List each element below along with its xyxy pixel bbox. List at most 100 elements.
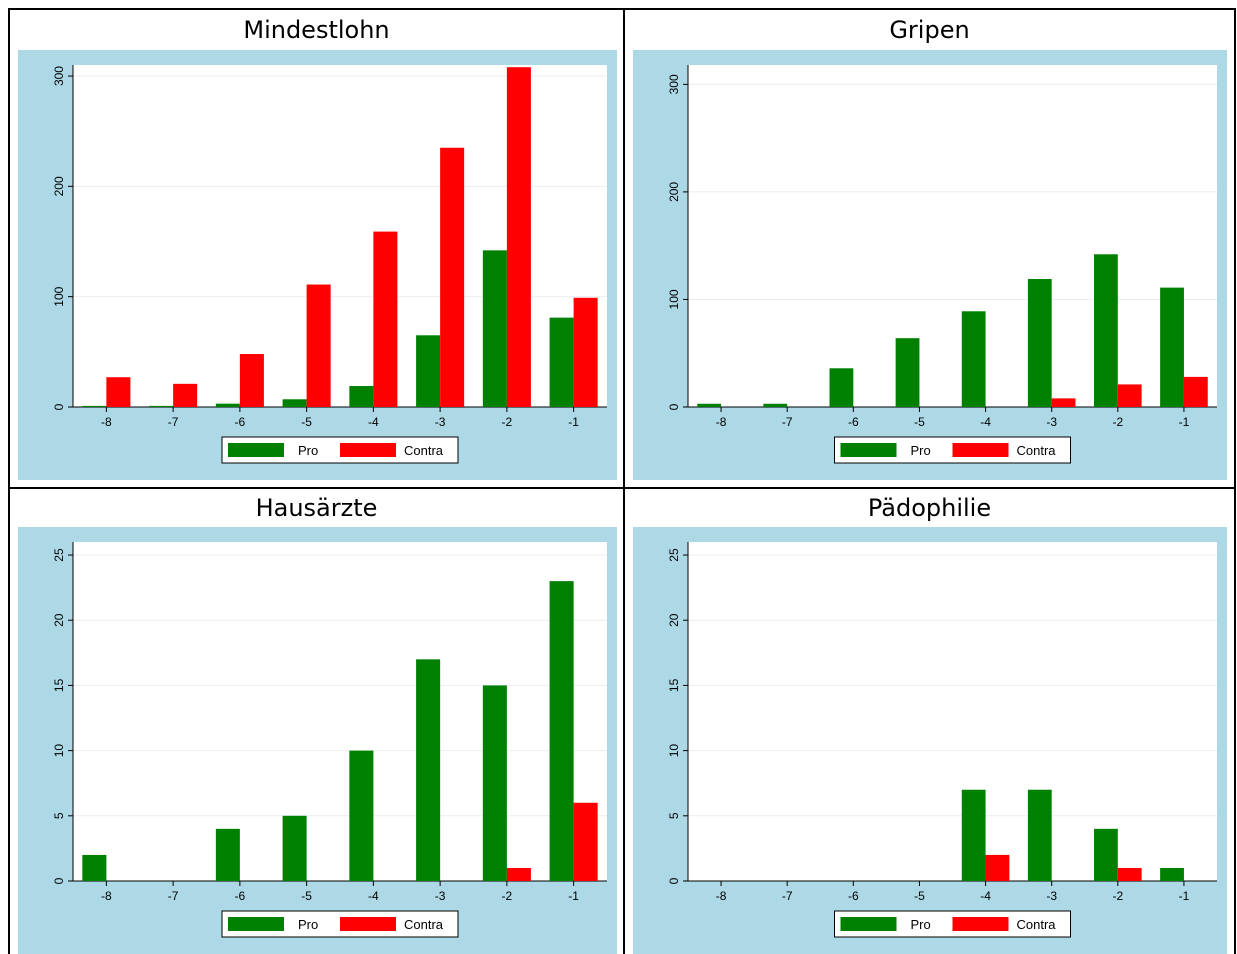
legend: Pro Contra xyxy=(221,436,459,464)
chart-title: Pädophilie xyxy=(867,494,992,522)
y-tick-label: 0 xyxy=(52,403,66,410)
legend-swatch-pro xyxy=(840,917,897,931)
x-tick-label: -4 xyxy=(368,889,379,903)
x-tick-label: -7 xyxy=(168,889,179,903)
legend-swatch-contra xyxy=(340,917,396,931)
x-tick-label: -8 xyxy=(716,889,727,903)
y-tick-label: 200 xyxy=(52,176,66,196)
bar-contra xyxy=(1051,398,1076,407)
y-tick-label: 10 xyxy=(52,744,66,758)
x-tick-label: -4 xyxy=(368,415,379,429)
bar-pro xyxy=(82,854,107,881)
legend-label-pro: Pro xyxy=(298,917,318,932)
divider-left xyxy=(8,8,10,954)
x-tick-label: -5 xyxy=(301,415,312,429)
x-tick-label: -1 xyxy=(568,889,579,903)
x-tick-label: -1 xyxy=(1179,415,1190,429)
bar-contra xyxy=(173,383,198,407)
x-tick-label: -5 xyxy=(914,415,925,429)
bar-contra xyxy=(1183,376,1208,407)
y-tick-label: 5 xyxy=(667,812,681,819)
legend-label-contra: Contra xyxy=(1017,917,1057,932)
bar-contra xyxy=(1117,867,1142,881)
y-tick-label: 0 xyxy=(52,877,66,884)
bar-pro xyxy=(482,685,507,881)
x-tick-label: -2 xyxy=(502,415,513,429)
legend-swatch-contra xyxy=(952,917,1009,931)
bar-pro xyxy=(349,750,374,881)
legend-label-pro: Pro xyxy=(911,443,931,458)
divider-right xyxy=(1234,8,1236,954)
plot-area xyxy=(688,542,1217,881)
x-tick-label: -6 xyxy=(848,889,859,903)
x-tick-label: -3 xyxy=(1046,889,1057,903)
bar-pro xyxy=(482,250,507,407)
y-tick-label: 25 xyxy=(52,548,66,562)
x-tick-label: -1 xyxy=(568,415,579,429)
x-tick-label: -5 xyxy=(301,889,312,903)
bar-contra xyxy=(373,231,398,407)
x-tick-label: -4 xyxy=(980,889,991,903)
chart-cell-gripen: Gripen 0 100 200 300 -8 -7 -6 -5 -4 -3 -2 -1 Pro Cont… xyxy=(625,10,1234,487)
bar-pro xyxy=(282,815,307,881)
legend: Pro Contra xyxy=(834,910,1071,938)
bar-chart-hausaerzte: 0 5 10 15 20 25 -8 -7 -6 -5 -4 -3 -2 -1 Pro Contra xyxy=(52,542,607,938)
y-tick-label: 300 xyxy=(667,74,681,94)
bar-pro xyxy=(1094,828,1118,881)
x-tick-label: -7 xyxy=(782,889,793,903)
chart-title: Hausärzte xyxy=(255,494,378,522)
y-tick-label: 15 xyxy=(667,678,681,692)
bar-pro xyxy=(1160,867,1184,881)
divider-top xyxy=(8,8,1236,10)
y-tick-label: 300 xyxy=(52,66,66,86)
x-tick-label: -8 xyxy=(716,415,727,429)
legend-label-pro: Pro xyxy=(911,917,931,932)
legend-label-contra: Contra xyxy=(1017,443,1057,458)
y-tick-label: 100 xyxy=(52,286,66,306)
x-tick-label: -2 xyxy=(502,889,513,903)
bar-pro xyxy=(697,403,722,407)
bar-pro xyxy=(829,368,854,407)
bar-pro xyxy=(416,659,441,881)
x-tick-label: -6 xyxy=(235,889,246,903)
legend: Pro Contra xyxy=(834,436,1071,464)
legend-swatch-pro xyxy=(840,443,897,457)
bar-pro xyxy=(215,828,240,881)
x-tick-label: -4 xyxy=(980,415,991,429)
bar-chart-mindestlohn: 0 100 200 300 -8 -7 -6 -5 -4 -3 -2 -1 Pro Contra xyxy=(52,65,607,464)
y-tick-label: 25 xyxy=(667,548,681,562)
bar-pro xyxy=(149,405,174,407)
bar-contra xyxy=(306,284,331,407)
x-tick-label: -8 xyxy=(101,889,112,903)
y-tick-label: 20 xyxy=(667,613,681,627)
x-tick-label: -8 xyxy=(101,415,112,429)
bar-pro xyxy=(961,789,986,881)
bar-pro xyxy=(349,386,374,407)
legend-swatch-contra xyxy=(340,443,396,457)
legend-swatch-pro xyxy=(228,917,284,931)
y-tick-label: 100 xyxy=(667,289,681,309)
x-tick-label: -3 xyxy=(1046,415,1057,429)
bar-contra xyxy=(506,867,531,881)
x-tick-label: -5 xyxy=(914,889,925,903)
y-tick-label: 200 xyxy=(667,182,681,202)
plot-area xyxy=(73,542,607,881)
divider-center xyxy=(623,8,625,954)
bar-chart-paedophilie: 0 5 10 15 20 25 -8 -7 -6 -5 -4 -3 -2 -1 Pro Contra xyxy=(667,542,1217,938)
chart-cell-mindestlohn: Mindestlohn 0 100 200 300 -8 -7 -6 -5 -4 -3 -2 -1 Pr… xyxy=(10,10,623,487)
bar-pro xyxy=(1094,254,1118,407)
chart-panel: 0 5 10 15 20 25 -8 -7 -6 -5 -4 -3 -2 -1 Pro Contra xyxy=(18,527,617,954)
bar-contra xyxy=(440,147,465,407)
plot-area xyxy=(688,65,1217,407)
x-tick-label: -6 xyxy=(235,415,246,429)
bar-contra xyxy=(506,67,531,407)
bar-pro xyxy=(763,403,788,407)
bar-contra xyxy=(573,297,598,407)
bar-contra xyxy=(1117,384,1142,407)
legend-label-contra: Contra xyxy=(404,917,444,932)
x-tick-label: -3 xyxy=(435,889,446,903)
bar-pro xyxy=(1160,287,1184,407)
bar-contra xyxy=(985,854,1010,881)
bar-pro xyxy=(282,399,307,407)
